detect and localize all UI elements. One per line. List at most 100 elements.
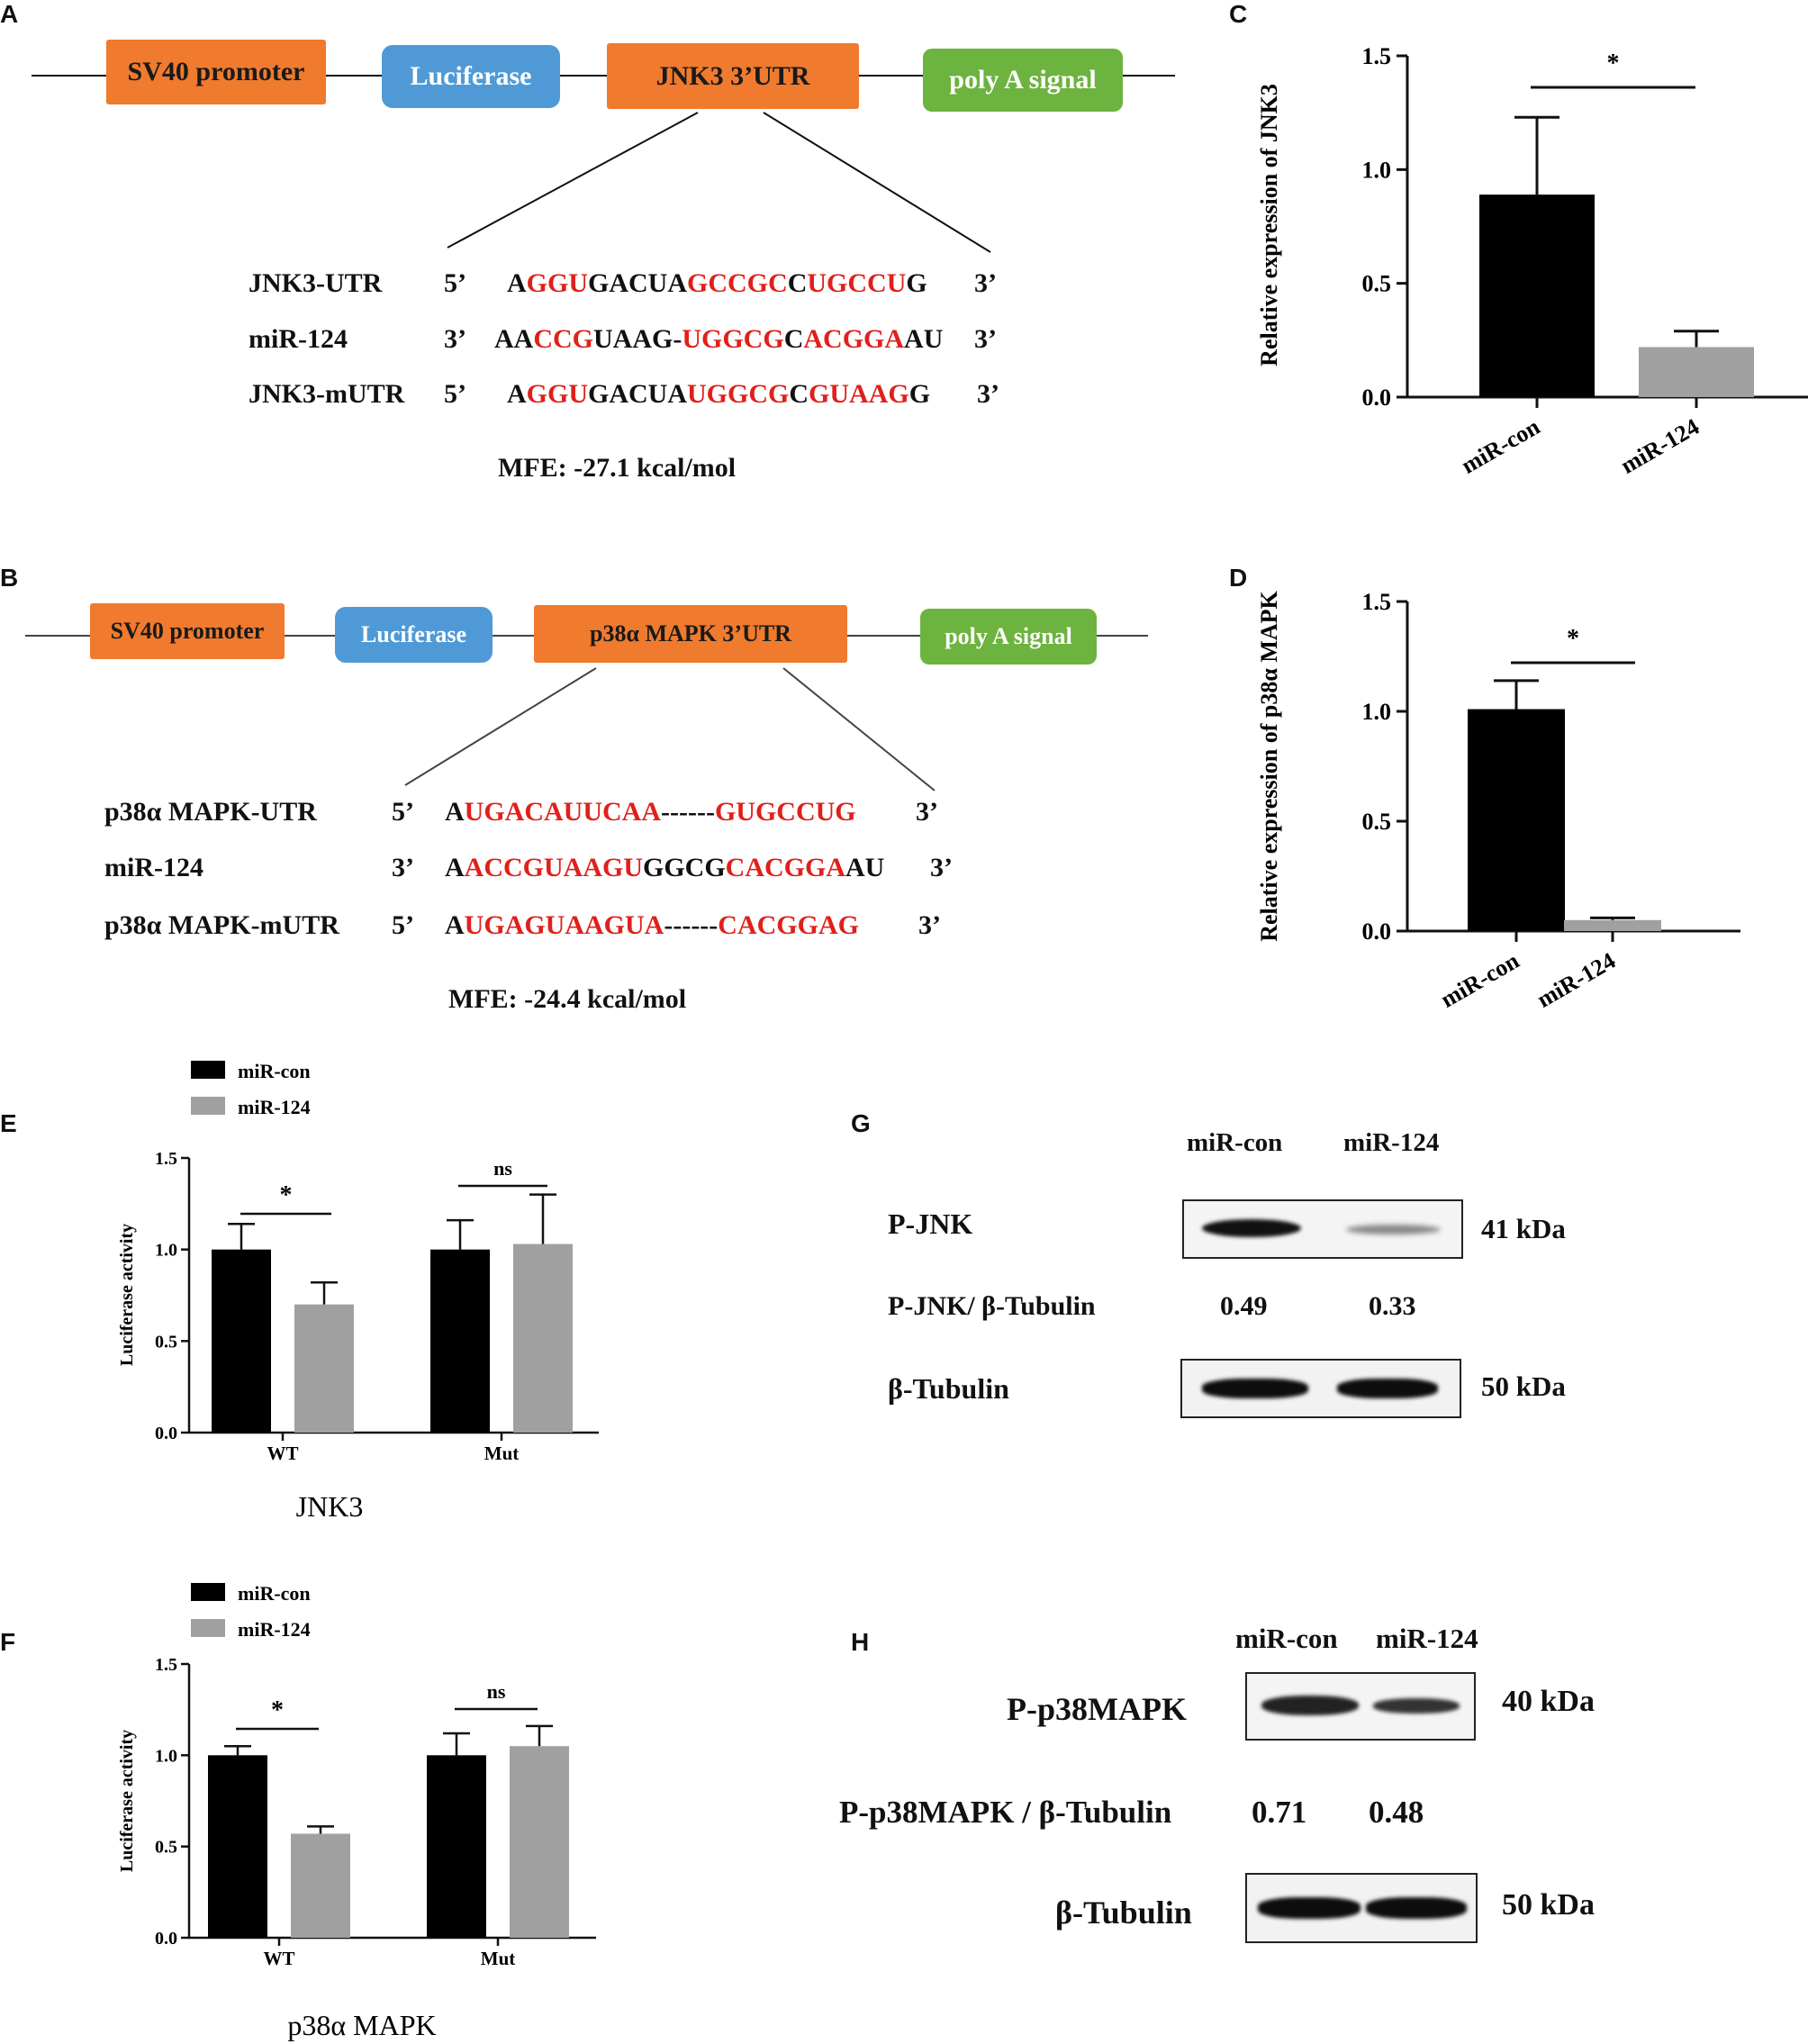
bar-Mut-miR-124 (510, 1746, 569, 1938)
bar-miR-124 (1639, 347, 1754, 397)
g-col-mircon: miR-con (1187, 1128, 1283, 1157)
h-ratio-mircon: 0.71 (1252, 1795, 1307, 1830)
y-tick-label: 0.5 (155, 1838, 177, 1858)
legend-swatch (191, 1097, 225, 1115)
x-tick-label: WT (267, 1443, 298, 1464)
g-band-tubulin-mircon (1202, 1379, 1308, 1398)
bar-miR-con (1479, 194, 1595, 397)
y-axis-label: Luciferase activity (117, 1224, 137, 1366)
h-ratio-label: P-p38MAPK / β-Tubulin (839, 1795, 1172, 1830)
seq-segment: UGAGUAAGUA (464, 910, 664, 940)
y-tick-label: 1.0 (1362, 157, 1392, 183)
panel-label-f: F (0, 1628, 16, 1656)
g-band-pjnk-mircon (1202, 1219, 1301, 1237)
seq-segment: UGGCG (687, 379, 790, 409)
y-tick-label: 0.0 (155, 1929, 177, 1949)
seq-segment: ------ (661, 797, 715, 827)
seq-segment: AU (845, 853, 885, 882)
seq-segment: GGCG (643, 853, 726, 882)
seq-segment: GACUA (588, 268, 688, 298)
seq-segment: C (787, 268, 808, 298)
seq-segment: G (906, 268, 927, 298)
seq-a-1: AACCGUAAG-UGGCGCACGGAAU (494, 324, 943, 355)
chart-f: miR-con miR-124 0.0 0.5 1.0 1.5 WT * Mut ns Lucife… (117, 1582, 596, 2041)
seq-name-b-1: miR-124 (104, 853, 203, 882)
y-tick-label: 0.5 (1362, 809, 1392, 835)
p38-utr-box: p38α MAPK 3’UTR (534, 605, 847, 663)
y-tick-label: 0.5 (155, 1332, 177, 1352)
h-blot-pp38 (1245, 1672, 1476, 1741)
seq-segment: CCG (533, 324, 594, 354)
g-kda1: 41 kDa (1481, 1213, 1566, 1244)
panel-label-d: D (1229, 564, 1248, 592)
mfe-a: MFE: -27.1 kcal/mol (498, 453, 737, 483)
seq-b-2: AUGAGUAAGUA------CACGGAG (445, 910, 859, 941)
polya-box-a: poly A signal (923, 49, 1123, 112)
h-col-mir124: miR-124 (1376, 1623, 1478, 1654)
h-blot-tubulin (1245, 1873, 1478, 1943)
seq-end-a-0-right: 3’ (974, 268, 997, 298)
significance-mark: * (1607, 50, 1620, 77)
y-axis-label: Relative expression of JNK3 (1256, 84, 1282, 366)
seq-segment: GGU (526, 268, 589, 298)
legend-label: miR-124 (238, 1096, 311, 1118)
y-tick-label: 1.5 (155, 1655, 177, 1675)
bar-WT-miR-con (208, 1755, 267, 1938)
seq-a-2: AGGUGACUAUGGCGCGUAAGG (507, 379, 930, 410)
h-ratio-mir124: 0.48 (1369, 1795, 1424, 1830)
legend-swatch (191, 1583, 225, 1601)
bar-Mut-miR-124 (513, 1244, 573, 1433)
y-tick-label: 1.5 (1362, 43, 1392, 69)
h-band-tubulin-mircon (1258, 1897, 1361, 1919)
sv40-promoter-box-a: SV40 promoter (106, 40, 326, 104)
g-ratio-mircon: 0.49 (1220, 1291, 1268, 1321)
seq-segment: A (445, 797, 465, 827)
y-tick-label: 1.0 (155, 1746, 177, 1766)
bar-WT-miR-con (212, 1249, 271, 1433)
x-tick-label: miR-124 (1616, 413, 1704, 479)
y-tick-label: 1.5 (1362, 589, 1392, 615)
chart-c: 0.0 0.5 1.0 1.5 miR-con miR-124 * Relative expr… (1256, 43, 1808, 479)
seq-segment: GGU (526, 379, 589, 409)
seq-name-a-1: miR-124 (249, 324, 348, 354)
g-kda2: 50 kDa (1481, 1370, 1566, 1402)
x-tick-label: Mut (484, 1443, 520, 1464)
seq-segment: AU (904, 324, 944, 354)
legend-label: miR-con (238, 1060, 311, 1082)
seq-segment: C (783, 324, 804, 354)
h-band-pp38-mir124 (1373, 1698, 1460, 1714)
seq-segment: CACGGAG (718, 910, 859, 940)
g-ratio-mir124: 0.33 (1369, 1291, 1416, 1321)
seq-end-a-2-left: 5’ (444, 379, 466, 409)
seq-b-0: AUGACAUUCAA------GUGCCUG (445, 797, 856, 828)
seq-name-b-2: p38α MAPK-mUTR (104, 910, 339, 940)
seq-segment: UGGCG (682, 324, 784, 354)
h-band1-label: P-p38MAPK (1007, 1691, 1187, 1727)
y-tick-label: 1.5 (155, 1149, 177, 1169)
h-kda2: 50 kDa (1502, 1888, 1595, 1922)
seq-segment: A (445, 853, 465, 882)
g-blot-pjnk (1182, 1199, 1463, 1259)
bar-miR-con (1468, 709, 1565, 931)
x-tick-label: miR-con (1457, 413, 1545, 479)
y-axis-label: Relative expression of p38α MAPK (1256, 590, 1282, 941)
chart-d: 0.0 0.5 1.0 1.5 miR-con miR-124 * Relative expr… (1256, 589, 1740, 1013)
panel-label-h: H (851, 1628, 870, 1656)
h-col-mircon: miR-con (1235, 1623, 1338, 1654)
seq-segment: GACUA (588, 379, 688, 409)
y-axis-label: Luciferase activity (117, 1730, 137, 1872)
y-tick-label: 1.0 (155, 1241, 177, 1261)
seq-a-0: AGGUGACUAGCCGCCUGCCUG (507, 268, 927, 299)
seq-segment: ACCGUAAGU (464, 853, 643, 882)
significance-mark: * (280, 1181, 293, 1209)
luciferase-box-b: Luciferase (335, 607, 493, 663)
y-tick-label: 1.0 (1362, 699, 1392, 725)
significance-mark: * (1567, 625, 1579, 653)
legend-label: miR-con (238, 1582, 311, 1605)
legend-swatch (191, 1619, 225, 1637)
x-axis-label: p38α MAPK (287, 2009, 436, 2041)
legend-label: miR-124 (238, 1618, 311, 1641)
luciferase-box-a: Luciferase (382, 45, 560, 108)
seq-segment: ACGGA (803, 324, 905, 354)
y-tick-label: 0.5 (1362, 271, 1392, 297)
